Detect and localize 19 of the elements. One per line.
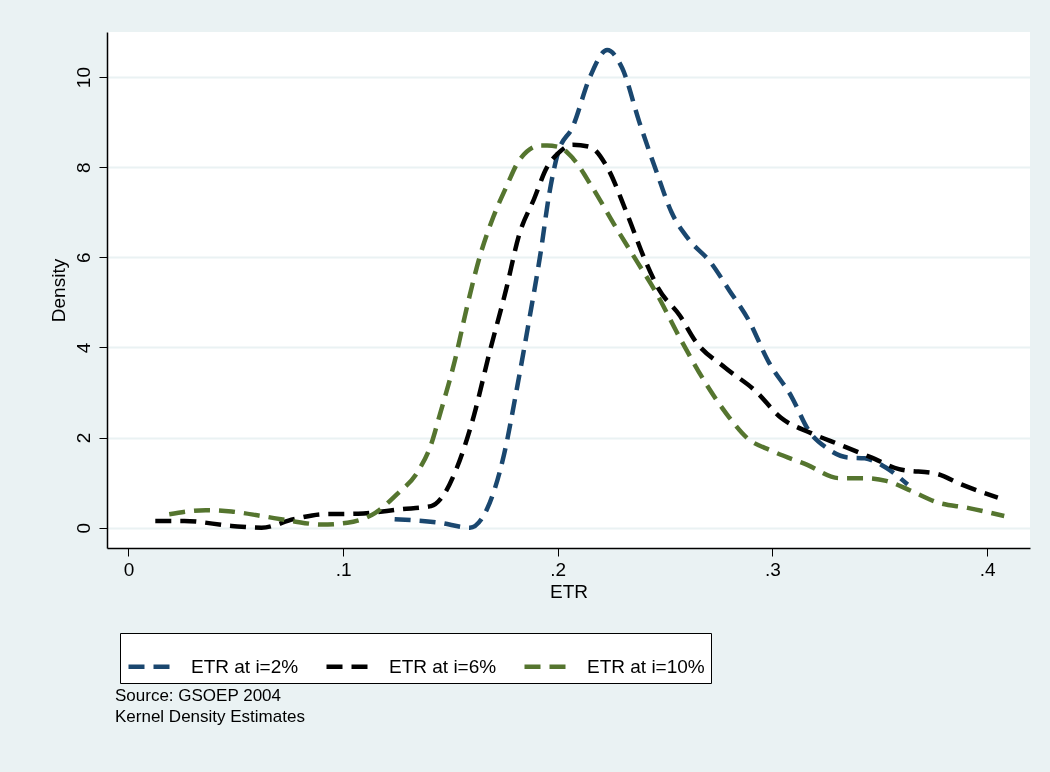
y-axis-title: Density (47, 258, 69, 323)
text: Kernel Density Estimates (115, 706, 305, 726)
y-tick-label: 6 (72, 252, 94, 264)
x-tick-label: .2 (550, 558, 567, 580)
y-tick-label: 8 (72, 162, 94, 173)
x-tick-label: 0 (123, 558, 135, 580)
y-tick-label: 0 (72, 522, 94, 534)
legend-label: ETR at i=6% (389, 655, 497, 677)
legend-label: ETR at i=10% (587, 655, 705, 677)
x-tick-label: .1 (335, 558, 352, 580)
x-tick-label: .3 (764, 558, 781, 580)
source-note: Source: GSOEP 2004 (115, 685, 282, 705)
y-tick-label: 10 (72, 67, 94, 89)
x-tick-label: .4 (979, 558, 996, 580)
x-axis-title: ETR (550, 580, 588, 602)
y-tick-label: 4 (72, 342, 94, 354)
y-tick-label: 2 (72, 432, 94, 444)
line-series (392, 47, 910, 530)
legend-label: ETR at i=2% (191, 655, 299, 677)
